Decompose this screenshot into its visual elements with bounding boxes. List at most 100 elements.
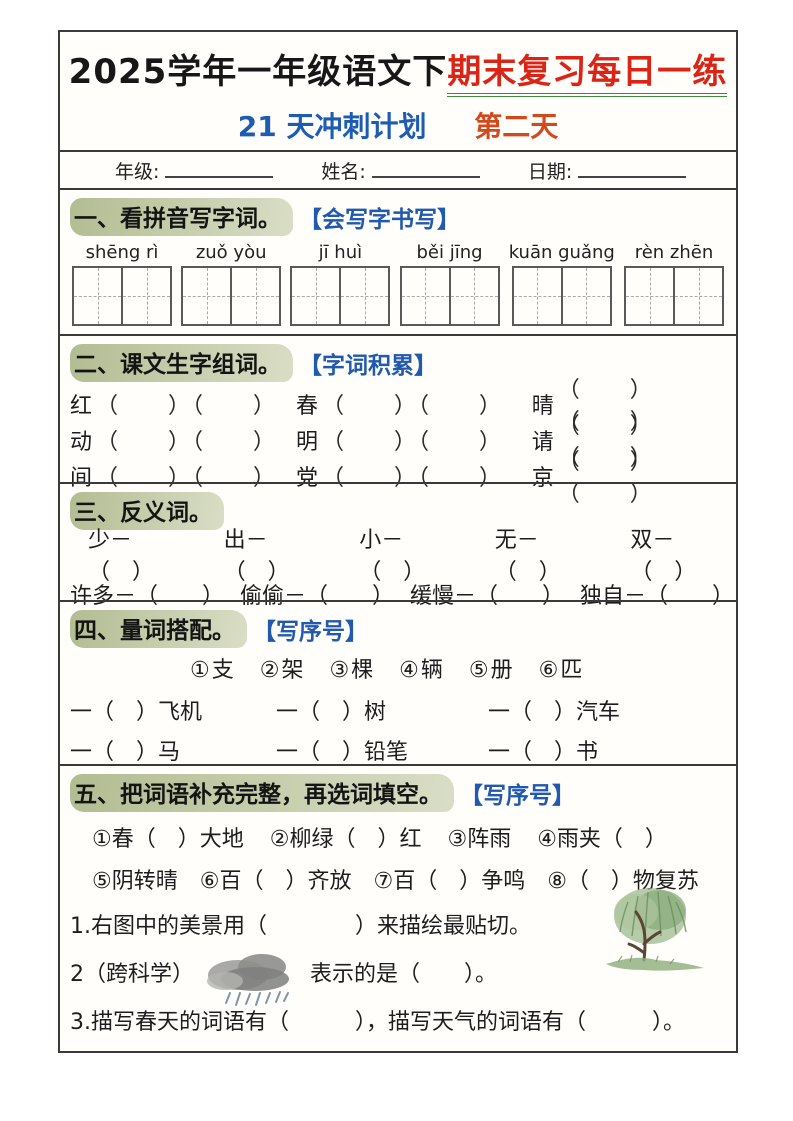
writing-grid: [624, 266, 724, 326]
char: 党: [295, 466, 318, 491]
section4-heading: 四、量词搭配。 【写序号】: [70, 610, 726, 648]
word-cell: 党（ ）（ ）: [296, 460, 532, 492]
section2-tag: 【字词积累】: [299, 353, 437, 379]
section-measure-words: 四、量词搭配。 【写序号】 ①支 ②架 ③棵 ④辆 ⑤册 ⑥匹 一（ ）飞机 一…: [60, 600, 736, 765]
question-2-prefix: 2（跨科学）: [70, 962, 194, 987]
answer-blanks: （ ）（ ）: [321, 430, 503, 455]
date-label: 日期:: [527, 160, 573, 183]
word-cell: 红（ ）（ ）: [70, 388, 296, 420]
phrase-item: ⑥百（ ）齐放: [199, 869, 352, 894]
willow-tree-image: [598, 882, 710, 980]
writing-cell: [72, 266, 123, 326]
writing-cell: [399, 266, 451, 326]
char: 明: [295, 430, 318, 455]
antonym-row-2: 许多－（ ） 偷偷－（ ） 缓慢－（ ） 独自－（ ）: [70, 574, 735, 614]
answer-blanks: （ ）（ ）: [557, 450, 654, 507]
writing-cell: [339, 266, 391, 326]
pinyin-label: shēng rì: [85, 242, 159, 263]
answer-blanks: （ ）（ ）: [321, 466, 503, 491]
char: 晴: [531, 394, 554, 419]
section2-heading: 二、课文生字组词。 【字词积累】: [70, 344, 726, 382]
measure-word-options: ①支 ②架 ③棵 ④辆 ⑤册 ⑥匹: [190, 658, 585, 683]
pinyin-label: rèn zhēn: [634, 242, 714, 263]
info-row: 年级: 姓名: 日期:: [60, 150, 736, 188]
antonym-item: 无－（ ）: [494, 528, 561, 585]
section5-tag: 【写序号】: [460, 783, 575, 809]
measure-item: 一（ ）汽车: [488, 700, 621, 725]
measure-item: 一（ ）树: [276, 700, 387, 725]
writing-cell: [511, 266, 563, 326]
page-title: 2025学年一年级语文下期末复习每日一练: [60, 44, 736, 97]
section4-title: 四、量词搭配。: [70, 610, 247, 648]
char: 京: [531, 466, 554, 491]
writing-cell: [230, 266, 282, 326]
writing-grid: [72, 266, 172, 326]
word-row-2: 动（ ）（ ） 明（ ）（ ） 请（ ）（ ）: [70, 414, 726, 471]
word-cell: 京（ ）（ ）: [532, 444, 726, 508]
pinyin-word-3: jī huì: [290, 240, 391, 326]
antonym-item: 独自－（ ）: [580, 584, 735, 609]
writing-cell: [448, 266, 500, 326]
antonym-item: 偷偷－（ ）: [240, 584, 395, 609]
writing-cell: [181, 266, 233, 326]
antonym-row-1: 少－（ ） 出－（ ） 小－（ ） 无－（ ） 双－（ ）: [70, 528, 726, 585]
title-black-part: 2025学年一年级语文下: [68, 52, 448, 92]
name-blank-line: [371, 158, 480, 178]
word-cell: 晴（ ）（ ）: [532, 372, 726, 436]
pinyin-word-6: rèn zhēn: [624, 240, 724, 326]
answer-blanks: （ ）（ ）: [557, 378, 654, 435]
plan-day: 第二天: [474, 110, 559, 143]
pinyin-label: jī huì: [318, 242, 363, 263]
measure-item: 一（ ）马: [70, 740, 181, 765]
date-blank-line: [578, 158, 687, 178]
pinyin-word-2: zuǒ yòu: [181, 240, 282, 326]
section3-title: 三、反义词。: [70, 492, 224, 530]
phrase-item: ②柳绿（ ）红: [269, 827, 422, 852]
antonym-item: 双－（ ）: [630, 528, 697, 585]
name-field: 姓名:: [321, 157, 480, 184]
phrase-item: ⑦百（ ）争鸣: [373, 869, 526, 894]
answer-blanks: （ ）（ ）: [96, 394, 278, 419]
date-field: 日期:: [527, 157, 687, 184]
char: 动: [70, 430, 93, 455]
answer-blanks: （ ）（ ）: [96, 430, 278, 455]
word-cell: 春（ ）（ ）: [296, 388, 532, 420]
measure-item: 一（ ）飞机: [70, 700, 203, 725]
section2-title: 二、课文生字组词。: [70, 344, 293, 382]
answer-blanks: （ ）（ ）: [557, 414, 654, 471]
word-cell: 请（ ）（ ）: [532, 408, 726, 472]
word-cell: 动（ ）（ ）: [70, 424, 296, 456]
section-complete-words: 五、把词语补充完整，再选词填空。 【写序号】 ①春（ ）大地 ②柳绿（ ）红 ③…: [60, 764, 736, 1055]
writing-cell: [290, 266, 342, 326]
pinyin-grid-row: shēng rì zuǒ yòu jī huì běi jīng kuān gu…: [70, 240, 726, 326]
section-antonyms: 三、反义词。 少－（ ） 出－（ ） 小－（ ） 无－（ ） 双－（ ） 许多－…: [60, 482, 736, 609]
section3-heading: 三、反义词。: [70, 492, 726, 530]
pinyin-label: běi jīng: [416, 242, 483, 263]
phrase-row-1: ①春（ ）大地 ②柳绿（ ）红 ③阵雨 ④雨夹（ ）: [70, 816, 726, 858]
header: 2025学年一年级语文下期末复习每日一练 21 天冲刺计划 第二天: [60, 32, 736, 150]
phrase-item: ③阵雨: [447, 827, 512, 852]
measure-item: 一（ ）铅笔: [276, 740, 409, 765]
char: 请: [531, 430, 554, 455]
char: 春: [295, 394, 318, 419]
antonym-item: 少－（ ）: [88, 528, 155, 585]
char: 间: [70, 466, 93, 491]
writing-cell: [673, 266, 724, 326]
section-pinyin-writing: 一、看拼音写字词。 【会写字书写】 shēng rì zuǒ yòu jī hu…: [60, 188, 736, 334]
measure-item: 一（ ）书: [488, 740, 599, 765]
section5-heading: 五、把词语补充完整，再选词填空。 【写序号】: [70, 774, 726, 812]
pinyin-word-1: shēng rì: [72, 240, 172, 326]
section4-tag: 【写序号】: [253, 619, 368, 645]
grade-label: 年级:: [115, 160, 160, 183]
writing-grid: [399, 266, 500, 326]
writing-cell: [624, 266, 675, 326]
antonym-item: 许多－（ ）: [70, 584, 225, 609]
section5-title: 五、把词语补充完整，再选词填空。: [70, 774, 454, 812]
name-label: 姓名:: [321, 160, 366, 183]
grade-blank-line: [165, 158, 274, 178]
phrase-row-2: ⑤阴转晴 ⑥百（ ）齐放 ⑦百（ ）争鸣 ⑧（ ）物复苏: [70, 858, 726, 900]
pinyin-label: kuān guǎng: [508, 242, 615, 263]
section1-heading: 一、看拼音写字词。 【会写字书写】: [70, 198, 726, 236]
title-red-part: 期末复习每日一练: [447, 52, 728, 97]
word-cell: 间（ ）（ ）: [70, 460, 296, 492]
